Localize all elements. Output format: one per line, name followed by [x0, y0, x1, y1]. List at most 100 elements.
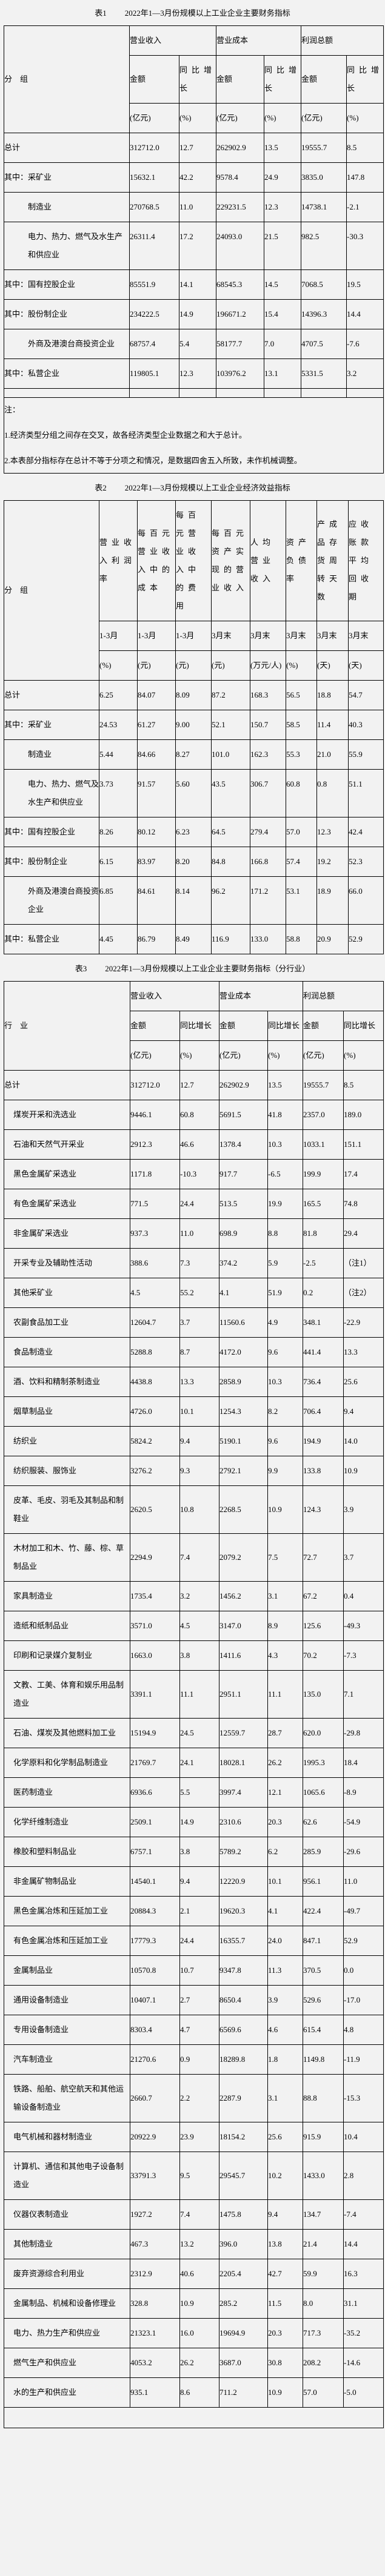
cell-value: 151.1 — [343, 1129, 384, 1160]
row-label: 电气机械和器材制造业 — [4, 2122, 130, 2152]
cell-value: 84.61 — [137, 876, 176, 925]
cell-value: 42.7 — [267, 2259, 304, 2289]
unit-label: (亿元) — [219, 1040, 269, 1071]
cell-value: 2620.5 — [130, 1485, 180, 1534]
row-label: 家具制造业 — [4, 1581, 130, 1611]
cell-value: 67.2 — [303, 1581, 344, 1611]
cell-value: -30.3 — [346, 222, 384, 270]
row-label: 制造业 — [4, 739, 99, 770]
cell-value: 7.0 — [264, 329, 302, 359]
row-label: 水的生产和供应业 — [4, 2377, 130, 2408]
cell-value: 9.9 — [267, 1456, 304, 1486]
cell-value: 58.5 — [286, 710, 317, 740]
cell-value: 8.2 — [267, 1396, 304, 1427]
cell-value: 14.0 — [343, 1426, 384, 1456]
unit-label: (万元/人) — [250, 650, 286, 681]
cell-value: 60.8 — [179, 1100, 220, 1130]
table2-title: 表2 2022年1—3月份规模以上工业企业经济效益指标 — [95, 483, 290, 492]
cell-value: 134.7 — [303, 2199, 344, 2230]
cell-value: 3.7 — [179, 1307, 220, 1338]
cell-value: 3.1 — [267, 1581, 304, 1611]
cell-value: 16.3 — [343, 2259, 384, 2289]
cell-value: 125.6 — [303, 1611, 344, 1641]
cell-value: 2268.5 — [219, 1485, 269, 1534]
cell-value: 21.0 — [316, 739, 349, 770]
cell-value: 1735.4 — [130, 1581, 180, 1611]
cell-value: 4.5 — [130, 1278, 180, 1308]
cell-value: 17779.3 — [130, 1926, 180, 1956]
table-row: 其中：股份制企业 6.15 83.97 8.20 84.8 166.8 57.4 19.2 52… — [4, 847, 384, 877]
cell-value: 8.27 — [175, 739, 212, 770]
cell-value: 55.3 — [286, 739, 317, 770]
header-row: 金额 同比增长 金额 同比增长 金额 同比增长 — [4, 1011, 384, 1041]
cell-value: 229231.5 — [216, 192, 265, 222]
cell-value: 736.4 — [303, 1367, 344, 1397]
cell-value: 4.9 — [267, 1307, 304, 1338]
cell-value: 771.5 — [130, 1189, 180, 1219]
table-row: 化学原料和化学制品制造业 21769.7 24.1 18028.1 26.2 1995.3… — [4, 1748, 384, 1778]
row-label: 酒、饮料和精制茶制造业 — [4, 1367, 130, 1397]
cell-value: 2357.0 — [303, 1100, 344, 1130]
unit-label: (元) — [211, 650, 250, 681]
cell-value: 13.3 — [343, 1337, 384, 1367]
cell-value: 2287.9 — [219, 2074, 269, 2122]
cell-value: 441.4 — [303, 1337, 344, 1367]
table-row: 食品制造业 5288.8 8.7 4172.0 9.6 441.4 13.3 — [4, 1337, 384, 1367]
cell-value: 2310.6 — [219, 1807, 269, 1837]
period-label: 3月末 — [348, 621, 384, 651]
cell-value: 5.4 — [178, 329, 217, 359]
cell-value: -2.5 — [303, 1248, 344, 1278]
empty-row — [4, 388, 384, 398]
cell-value: 29545.7 — [219, 2152, 269, 2200]
unit-label: (亿元) — [303, 1040, 344, 1071]
table-row: 有色金属冶炼和压延加工业 17779.3 24.4 16355.7 24.0 847.1 5… — [4, 1926, 384, 1956]
column-header: 每百元营业收入中的费用 — [175, 500, 212, 621]
cell-value: 3687.0 — [219, 2348, 269, 2378]
cell-value: 6936.6 — [130, 1777, 180, 1808]
cell-value: 2951.1 — [219, 1670, 269, 1719]
cell-value: 42.2 — [178, 162, 217, 193]
cell-value: 18.8 — [316, 680, 349, 710]
column-header: 人均营业收入 — [250, 500, 286, 621]
cell-value: 3147.0 — [219, 1611, 269, 1641]
cell-value: 59.9 — [303, 2259, 344, 2289]
cell-value: 11.1 — [267, 1670, 304, 1719]
cell-value: 11560.6 — [219, 1307, 269, 1338]
cell-value: 16.0 — [179, 2318, 220, 2348]
table-row: 石油、煤炭及其他燃料加工业 15194.9 24.5 12559.7 28.7 620.0… — [4, 1718, 384, 1748]
cell-value: 5331.5 — [301, 358, 347, 389]
cell-value: 103976.2 — [216, 358, 265, 389]
cell-value: 8650.4 — [219, 1985, 269, 2015]
cell-value: 3276.2 — [130, 1456, 180, 1486]
table-row: 橡胶和塑料制品业 6757.1 3.8 5789.2 6.2 285.9 -29.6 — [4, 1837, 384, 1867]
cell-value: -11.9 — [343, 2044, 384, 2075]
cell-value: 7.1 — [343, 1670, 384, 1719]
cell-value: 9.4 — [179, 1426, 220, 1456]
table-row: 外商及港澳台商投资企业 6.85 84.61 8.14 96.2 171.2 53.1 18.… — [4, 876, 384, 925]
cell-value: 150.7 — [250, 710, 286, 740]
cell-value: 24.5 — [179, 1718, 220, 1748]
cell-value: 20884.3 — [130, 1896, 180, 1926]
cell-value: 2079.2 — [219, 1533, 269, 1582]
cell-value: 717.3 — [303, 2318, 344, 2348]
cell-value: 26.2 — [179, 2348, 220, 2378]
cell-value: 9.5 — [179, 2152, 220, 2200]
cell-value: 133.0 — [250, 924, 286, 954]
note-line: 2.本表部分指标存在总计不等于分项之和情况，是数据四舍五入所致，未作机械调整。 — [4, 456, 302, 465]
column-header: 每百元资产实现的营业收入 — [211, 500, 250, 621]
cell-value: 1411.6 — [219, 1640, 269, 1671]
cell-value: 68545.3 — [216, 269, 265, 300]
empty-row — [3, 2407, 384, 2428]
cell-value: 57.0 — [303, 2377, 344, 2408]
cell-value: 7.5 — [267, 1533, 304, 1582]
cell-value: 116.9 — [211, 924, 250, 954]
column-group-header: 利润总额 — [301, 25, 384, 56]
row-label: 专用设备制造业 — [4, 2015, 130, 2045]
cell-value: 124.3 — [303, 1485, 344, 1534]
amount-header: 金额 — [129, 55, 179, 104]
cell-value: 14.9 — [178, 299, 217, 329]
cell-value: 4707.5 — [301, 329, 347, 359]
cell-value: 14.4 — [343, 2229, 384, 2259]
row-label: 开采专业及辅助性活动 — [4, 1248, 130, 1278]
cell-value: 3391.1 — [130, 1670, 180, 1719]
